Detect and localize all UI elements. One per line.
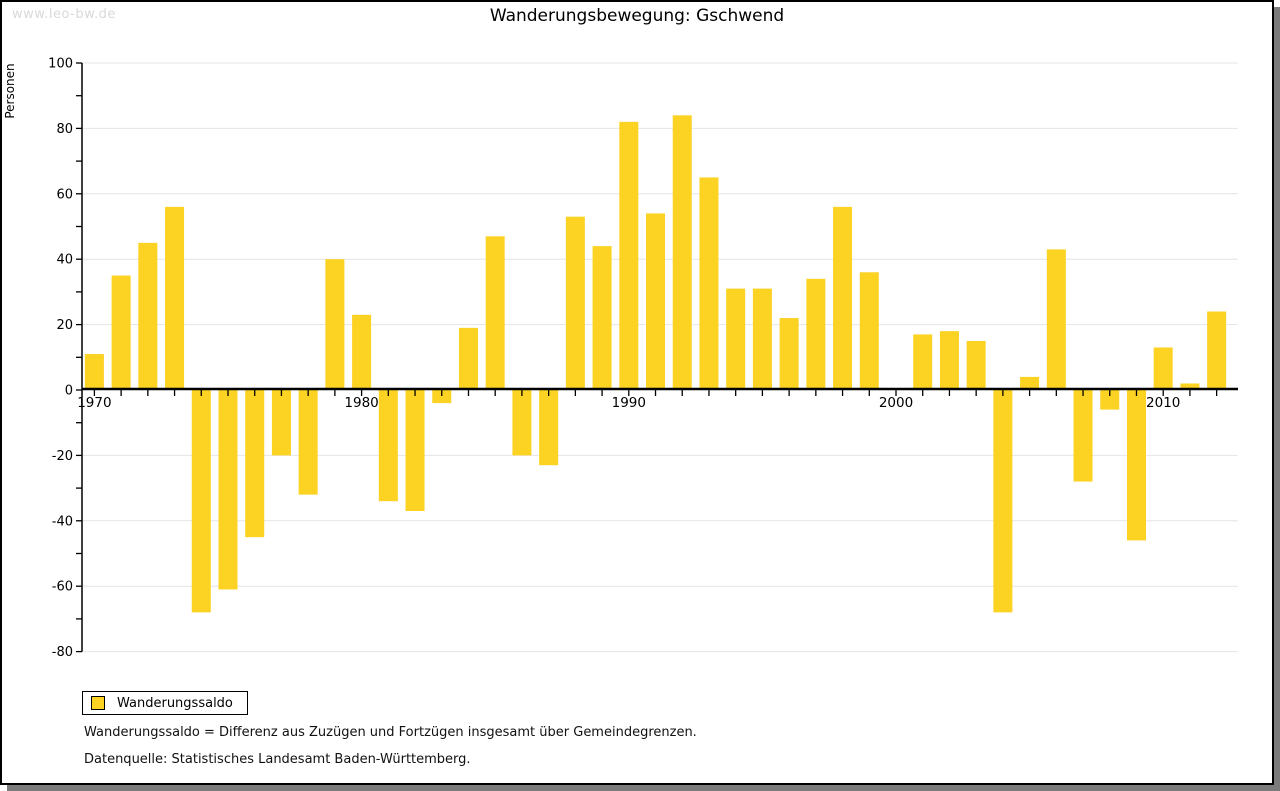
bar-1997 — [806, 278, 826, 390]
y-tick-label-60: 60 — [56, 187, 73, 202]
bar-1983 — [432, 390, 452, 404]
bar-1988 — [565, 216, 585, 390]
bar-1977 — [271, 390, 291, 456]
y-tick-label-80: 80 — [56, 122, 73, 137]
x-tick-label-2000: 2000 — [879, 395, 913, 411]
x-tick-label-1980: 1980 — [344, 395, 378, 411]
bar-2003 — [966, 340, 986, 390]
bar-1991 — [646, 213, 666, 390]
bar-1989 — [592, 246, 612, 390]
legend: Wanderungssaldo — [82, 691, 248, 715]
page-title: Wanderungsbewegung: Gschwend — [489, 6, 785, 26]
footnote-datasource: Datenquelle: Statistisches Landesamt Bad… — [84, 752, 471, 767]
bar-1979 — [325, 259, 345, 390]
migration-bar-chart: -80 -60 -40 -20 0 20 40 60 80 100 1970 1980 1990 2000… — [48, 57, 1238, 660]
y-tick-label-0: 0 — [65, 384, 73, 399]
bar-1980 — [352, 314, 372, 390]
bar-1975 — [218, 390, 238, 590]
bar-2010 — [1153, 347, 1173, 390]
bar-1987 — [539, 390, 559, 466]
bar-1973 — [165, 206, 185, 390]
bar-1976 — [245, 390, 265, 538]
bar-1974 — [191, 390, 211, 613]
footnote-definition: Wanderungssaldo = Differenz aus Zuzügen … — [84, 725, 697, 740]
y-tick-label--40: -40 — [52, 514, 73, 529]
bar-1992 — [672, 115, 692, 390]
bar-1996 — [779, 318, 799, 390]
bar-1986 — [512, 390, 532, 456]
bar-2007 — [1073, 390, 1093, 482]
x-tick-label-1990: 1990 — [612, 395, 646, 411]
bar-1999 — [859, 272, 879, 390]
bar-2008 — [1100, 390, 1120, 410]
bar-2009 — [1126, 390, 1146, 541]
bar-1998 — [833, 206, 853, 390]
bar-2006 — [1046, 249, 1066, 390]
page-shadow-bottom — [7, 785, 1280, 791]
y-tick-label-20: 20 — [56, 318, 73, 333]
legend-label: Wanderungssaldo — [117, 695, 233, 711]
bar-1981 — [378, 390, 398, 502]
bar-1982 — [405, 390, 425, 511]
bar-2011 — [1180, 383, 1200, 390]
bar-1971 — [111, 275, 131, 390]
bar-2005 — [1020, 376, 1040, 390]
bar-2012 — [1207, 311, 1227, 390]
bar-1995 — [752, 288, 772, 390]
bar-1990 — [619, 121, 639, 391]
bar-2004 — [993, 390, 1013, 613]
bar-1993 — [699, 177, 719, 390]
bar-1985 — [485, 236, 505, 390]
y-tick-label-40: 40 — [56, 253, 73, 268]
y-tick-label--20: -20 — [52, 449, 73, 464]
bar-1984 — [458, 327, 478, 390]
bar-2002 — [939, 331, 959, 390]
x-tick-label-1970: 1970 — [77, 395, 111, 411]
bar-1970 — [84, 354, 104, 390]
page-shadow-right — [1274, 7, 1280, 791]
x-tick-label-2010: 2010 — [1146, 395, 1180, 411]
legend-color-swatch-icon — [91, 696, 105, 710]
y-tick-label--80: -80 — [52, 645, 73, 660]
bar-1994 — [726, 288, 746, 390]
bar-1978 — [298, 390, 318, 495]
watermark-text: www.leo-bw.de — [12, 7, 116, 22]
y-tick-label--60: -60 — [52, 580, 73, 595]
bar-1972 — [138, 242, 158, 390]
y-tick-label-100: 100 — [48, 57, 73, 72]
bar-2001 — [913, 334, 933, 390]
